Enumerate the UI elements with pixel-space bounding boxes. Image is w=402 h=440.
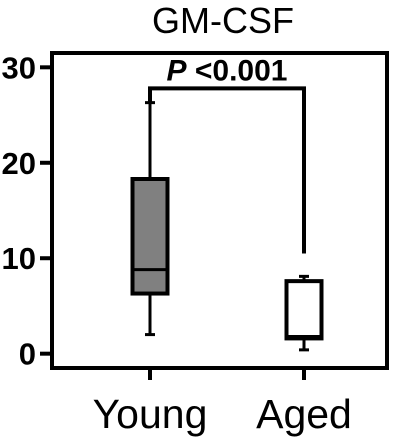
iqr-box	[130, 177, 170, 296]
y-axis: 0 10 20 30	[2, 50, 52, 372]
x-tick-label: Young	[93, 391, 208, 437]
iqr-box	[284, 279, 324, 341]
y-tick-label: 10	[2, 241, 36, 276]
x-axis: Young Aged	[93, 368, 352, 437]
boxes-group	[130, 101, 324, 352]
y-tick-label: 30	[2, 50, 36, 85]
significance-annotation: P <0.001	[148, 54, 306, 254]
significance-bracket	[148, 86, 306, 254]
p-value-label: P <0.001	[167, 54, 288, 87]
x-tick-label: Aged	[256, 391, 352, 437]
p-value-text: <0.001	[187, 54, 288, 87]
box-young	[130, 101, 170, 337]
chart-title: GM-CSF	[152, 0, 294, 41]
p-symbol: P	[167, 54, 188, 87]
plot-frame	[50, 51, 389, 370]
y-tick-label: 0	[19, 337, 36, 372]
box-aged	[284, 274, 324, 352]
y-tick-label: 20	[2, 146, 36, 181]
